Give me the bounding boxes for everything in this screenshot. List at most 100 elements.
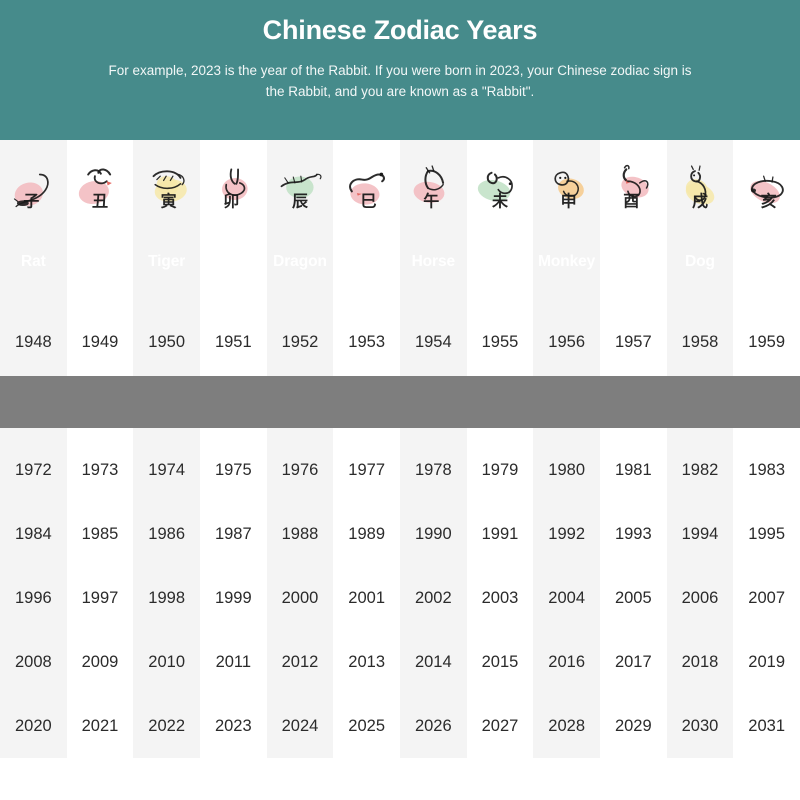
year-cell: 2007: [748, 588, 786, 607]
page-subtitle: For example, 2023 is the year of the Rab…: [108, 62, 692, 99]
year-cell: 1952: [281, 332, 319, 351]
year-cell: 2028: [548, 716, 586, 735]
year-cell: 1995: [748, 524, 786, 543]
year-cell: 1980: [548, 460, 586, 479]
year-cell: 2012: [281, 652, 319, 671]
year-cell: 2020: [14, 716, 52, 735]
zodiac-ox-icon: 丑: [67, 140, 134, 236]
year-cell: 1951: [214, 332, 252, 351]
year-cell: 2019: [748, 652, 786, 671]
year-cell: 2025: [348, 716, 386, 735]
zodiac-dog-icon: 戌: [667, 140, 734, 236]
spacer: [267, 288, 334, 310]
spacer: [467, 288, 534, 310]
year-cell: 2024: [281, 716, 319, 735]
zodiac-label-rat: Rat: [20, 253, 46, 270]
svg-text:寅: 寅: [160, 192, 176, 211]
year-cell: 1999: [214, 588, 252, 607]
zodiac-tiger-icon: 寅: [133, 140, 200, 236]
year-cell: 2008: [14, 652, 52, 671]
year-cell: 2014: [414, 652, 452, 671]
year-cell: 1954: [414, 332, 452, 351]
zodiac-snake-icon: 巳: [333, 140, 400, 236]
year-cell: 2001: [348, 588, 386, 607]
svg-text:酉: 酉: [624, 192, 640, 211]
year-cell: 1973: [81, 460, 119, 479]
year-cell: 1997: [81, 588, 119, 607]
spacer: [667, 288, 734, 310]
year-cell: 1966: [414, 396, 452, 415]
year-cell: 2003: [481, 588, 519, 607]
year-cell: 1956: [548, 332, 586, 351]
year-cell: 1957: [614, 332, 652, 351]
year-cell: 1992: [548, 524, 586, 543]
year-cell: 1991: [481, 524, 519, 543]
year-cell: 1979: [481, 460, 519, 479]
zodiac-column-snake: 巳 Snake 1953 1965 1977 1989 2001 2013 2025: [333, 140, 400, 758]
year-cell: 1975: [214, 460, 252, 479]
year-cell: 2002: [414, 588, 452, 607]
zodiac-column-pig: 亥 Pig 1959 1971 1983 1995 2007 2019 2031: [733, 140, 800, 758]
year-cell: 2004: [548, 588, 586, 607]
year-cell: 1967: [481, 396, 519, 415]
year-cell: 1958: [681, 332, 719, 351]
spacer: [200, 288, 267, 310]
year-cell: 1965: [348, 396, 386, 415]
year-cell: 2018: [681, 652, 719, 671]
spacer: [533, 288, 600, 310]
zodiac-column-dog: 戌 Dog 1958 1970 1982 1994 2006 2018 2030: [666, 140, 734, 758]
year-cell: 1994: [681, 524, 719, 543]
zodiac-column-rooster: 酉 Rooster 1957 1969 1981 1993 2005 2017 2029: [599, 140, 667, 758]
year-cell: 1960: [14, 396, 52, 415]
zodiac-label-goat: Goat: [482, 253, 518, 270]
year-cell: 1950: [148, 332, 186, 351]
year-cell: 1964: [281, 396, 319, 415]
year-cell: 1948: [14, 332, 52, 351]
year-cell: 1977: [348, 460, 386, 479]
zodiac-column-tiger: 寅 Tiger 1950 1962 1974 1986 1998 2010 2022: [133, 140, 200, 758]
year-cell: 1962: [148, 396, 186, 415]
zodiac-table: 子 Rat 1948 1960 1972 1984 1996 2008 2020 丑 Ox 1949 1…: [0, 140, 800, 758]
svg-text:子: 子: [24, 192, 40, 211]
year-cell: 1982: [681, 460, 719, 479]
year-cell: 2011: [215, 652, 252, 671]
year-cell: 2021: [81, 716, 119, 735]
year-cell: 2013: [348, 652, 386, 671]
year-cell: 2005: [614, 588, 652, 607]
zodiac-column-rabbit: 卯 Rabbit 1951 1963 1975 1987 1999 2011 2023: [199, 140, 267, 758]
page-header: Chinese Zodiac Years For example, 2023 i…: [0, 0, 800, 140]
zodiac-monkey-icon: 申: [533, 140, 600, 236]
zodiac-label-dog: Dog: [685, 253, 715, 270]
zodiac-label-pig: Pig: [754, 253, 779, 270]
year-cell: 1976: [281, 460, 319, 479]
zodiac-rabbit-icon: 卯: [200, 140, 267, 236]
zodiac-column-ox: 丑 Ox 1949 1961 1973 1985 1997 2009 2021: [66, 140, 134, 758]
year-cell: 1971: [748, 396, 786, 415]
year-cell: 2022: [148, 716, 186, 735]
zodiac-horse-icon: 午: [400, 140, 467, 236]
spacer: [400, 288, 467, 310]
year-cell: 1959: [748, 332, 786, 351]
year-cell: 1978: [414, 460, 452, 479]
spacer: [67, 288, 134, 310]
year-cell: 2009: [81, 652, 119, 671]
year-cell: 2015: [481, 652, 519, 671]
spacer: [600, 288, 667, 310]
year-cell: 1987: [214, 524, 252, 543]
year-cell: 1986: [148, 524, 186, 543]
year-cell: 2026: [414, 716, 452, 735]
year-cell: 1955: [481, 332, 519, 351]
year-cell: 1974: [148, 460, 186, 479]
year-cell: 1989: [348, 524, 386, 543]
zodiac-goat-icon: 未: [467, 140, 534, 236]
svg-text:卯: 卯: [224, 192, 240, 211]
zodiac-dragon-icon: 辰: [267, 140, 334, 236]
svg-text:午: 午: [424, 192, 440, 211]
year-cell: 2027: [481, 716, 519, 735]
svg-text:辰: 辰: [292, 192, 309, 211]
spacer: [333, 288, 400, 310]
zodiac-rooster-icon: 酉: [600, 140, 667, 236]
year-cell: 1984: [14, 524, 52, 543]
year-cell: 2016: [548, 652, 586, 671]
year-cell: 1953: [348, 332, 386, 351]
